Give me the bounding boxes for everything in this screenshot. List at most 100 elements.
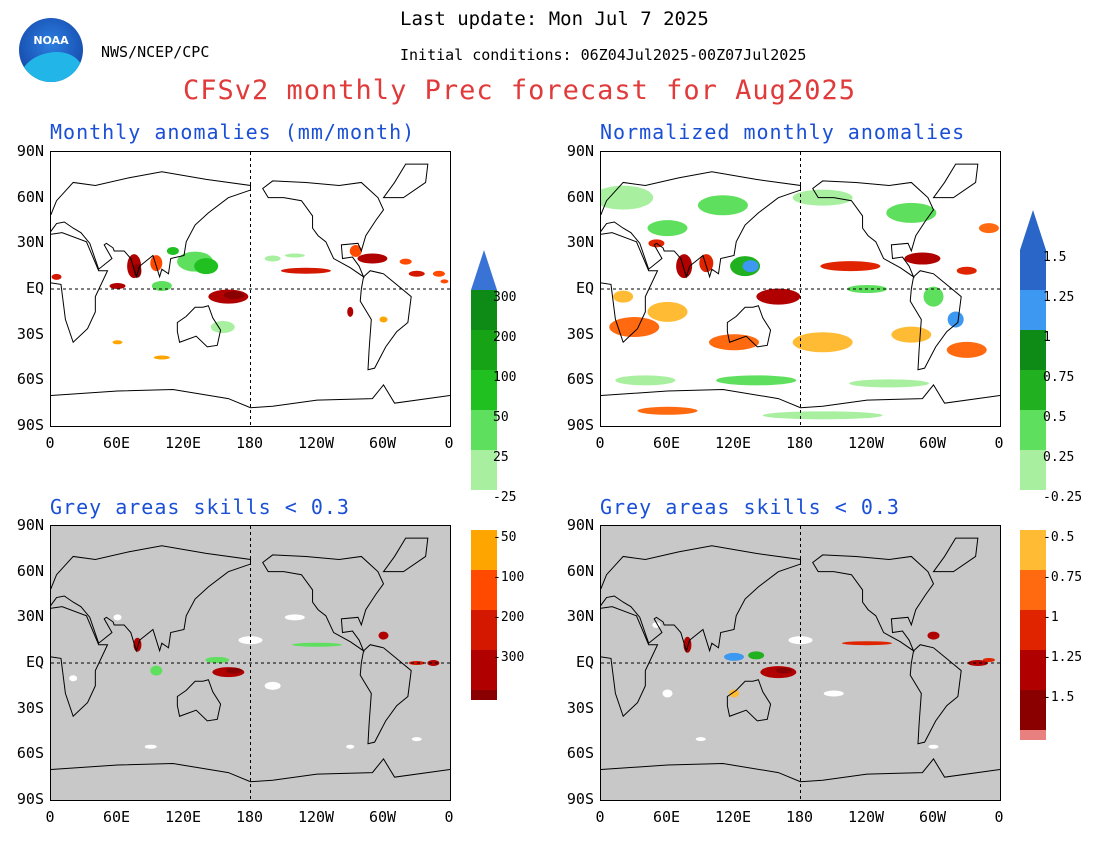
anomaly-patch [982, 657, 995, 662]
lat-tick-label: 90N [566, 516, 594, 534]
coastline [932, 163, 979, 199]
lat-tick-label: 90S [566, 790, 594, 808]
colorbar-right-label: -0.75 [1043, 570, 1083, 585]
lon-tick-label: 0 [994, 808, 1004, 826]
anomaly-patch [637, 406, 698, 415]
colorbar-segment [1020, 650, 1046, 690]
anomaly-patch [947, 311, 964, 328]
colorbar-segment [471, 450, 497, 490]
coastline [601, 384, 1000, 409]
lat-tick-label: 30S [16, 324, 44, 343]
anomaly-patch [709, 334, 759, 351]
lat-tick-label: 60N [566, 561, 594, 580]
anomaly-patch [613, 290, 634, 303]
lon-tick-label: 0 [595, 434, 605, 452]
lon-tick-label: 60W [368, 808, 397, 826]
anomaly-patch [762, 411, 883, 420]
anomaly-patch [775, 667, 792, 674]
anomaly-patch [264, 681, 281, 690]
anomaly-patch [967, 660, 988, 666]
colorbar-segment [1020, 490, 1046, 530]
anomaly-patch [408, 661, 425, 665]
coastline [601, 232, 659, 344]
anomaly-patch [378, 631, 389, 640]
coastline [601, 545, 801, 653]
lat-tick-label: 60S [566, 370, 594, 389]
colorbar-right-label: -1 [1043, 610, 1059, 625]
lat-tick-label: 60S [16, 370, 44, 389]
anomaly-patch [112, 340, 123, 345]
lat-tick-label: 30S [16, 698, 44, 717]
colorbar-segment [471, 290, 497, 330]
coastline [812, 180, 935, 279]
anomaly-patch [440, 279, 449, 284]
colorbar-left-label: 25 [493, 450, 509, 465]
anomaly-patch [716, 375, 797, 386]
anomaly-patch [647, 220, 688, 237]
colorbar-right-label: 1 [1043, 330, 1051, 345]
lon-tick-label: 60E [652, 808, 681, 826]
anomaly-patch [153, 355, 170, 360]
logo-text: NOAA [33, 34, 69, 47]
coastline [262, 554, 385, 653]
anomaly-patch [886, 202, 937, 223]
panel-title-skill-right: Grey areas skills < 0.3 [600, 495, 900, 519]
coastline [262, 180, 385, 279]
colorbar-right-label: 0.25 [1043, 450, 1075, 465]
lat-tick-label: 30N [566, 233, 594, 252]
colorbar-segment [1020, 450, 1046, 490]
anomaly-patch [978, 223, 999, 234]
anomaly-patch [928, 744, 939, 749]
colorbar-segment [471, 370, 497, 410]
anomaly-patch [113, 614, 122, 621]
coastline [51, 758, 450, 783]
lat-tick-label: 60S [566, 744, 594, 763]
colorbar-left [471, 250, 497, 700]
colorbar-top-arrow [471, 250, 497, 290]
colorbar-segment [1020, 290, 1046, 330]
lon-tick-label: 0 [45, 808, 55, 826]
anomaly-patch [69, 675, 78, 682]
lon-tick-label: 180 [235, 434, 264, 452]
colorbar-right-label: -0.25 [1043, 490, 1083, 505]
lon-tick-label: 120E [164, 808, 202, 826]
coastline [601, 758, 1000, 783]
last-update: Last update: Mon Jul 7 2025 [400, 8, 709, 30]
colorbar-right-label: -1.5 [1043, 690, 1075, 705]
anomaly-patch [150, 665, 163, 676]
lon-tick-label: 0 [994, 434, 1004, 452]
coastline [812, 554, 935, 653]
coastline [726, 305, 772, 348]
colorbar-segment [1020, 250, 1046, 290]
anomaly-patch [891, 326, 932, 343]
lat-tick-label: 30N [16, 607, 44, 626]
colorbar-right-label: 1.25 [1043, 290, 1075, 305]
coastline [176, 305, 222, 348]
anomaly-patch [756, 288, 801, 305]
lat-tick-label: 30S [566, 324, 594, 343]
map-plot [601, 526, 1000, 800]
anomaly-patch [849, 379, 930, 388]
lon-tick-label: 180 [785, 434, 814, 452]
lon-tick-label: 120E [714, 808, 752, 826]
anomaly-patch [601, 185, 654, 210]
coastline [601, 171, 801, 279]
anomaly-patch [223, 291, 244, 300]
coastline [726, 679, 772, 722]
anomaly-patch [842, 641, 892, 646]
colorbar-segment [471, 650, 497, 690]
coastline [359, 270, 412, 371]
colorbar-segment [471, 690, 497, 700]
anomaly-patch [151, 280, 172, 291]
colorbar-right-label: 0.75 [1043, 370, 1075, 385]
panel-title-anomalies: Monthly anomalies (mm/month) [50, 120, 416, 144]
anomaly-patch [109, 282, 126, 289]
map-plot [51, 152, 450, 426]
lon-tick-label: 60E [102, 434, 131, 452]
lat-tick-label: 90N [566, 142, 594, 160]
lat-tick-label: 90S [566, 416, 594, 434]
panel-title-skill-left: Grey areas skills < 0.3 [50, 495, 350, 519]
lon-tick-label: 60E [652, 434, 681, 452]
coastline [382, 163, 429, 199]
anomaly-patch [408, 270, 425, 277]
